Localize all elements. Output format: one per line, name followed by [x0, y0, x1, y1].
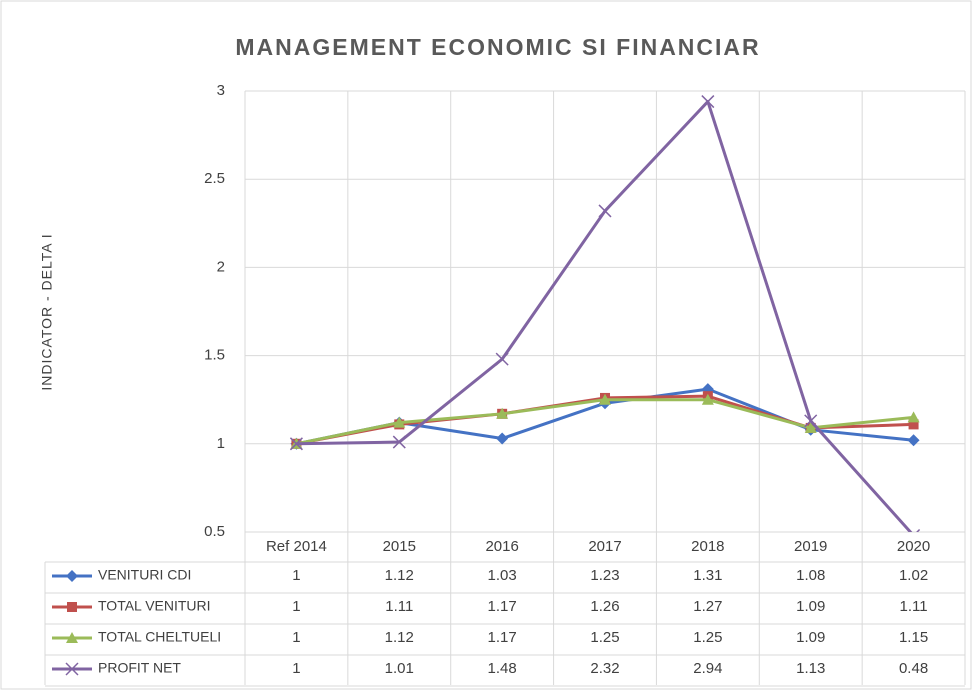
y-tick-label: 1	[217, 435, 225, 452]
table-value: 1.12	[385, 567, 414, 584]
marker	[392, 435, 406, 449]
x-tick-label: 2020	[897, 538, 930, 555]
table-value: 1	[292, 660, 300, 677]
x-tick-label: 2015	[383, 538, 416, 555]
table-value: 1.25	[693, 629, 722, 646]
table-value: 0.48	[899, 660, 928, 677]
table-value: 1.11	[900, 598, 928, 615]
x-tick-label: 2019	[794, 538, 827, 555]
table-value: 1.17	[488, 629, 517, 646]
chart-title: MANAGEMENT ECONOMIC SI FINANCIAR	[235, 34, 760, 60]
marker	[289, 437, 303, 451]
table-value: 1.08	[796, 567, 825, 584]
marker	[496, 432, 509, 445]
legend-label: TOTAL VENITURI	[98, 598, 211, 614]
marker	[495, 352, 509, 366]
y-tick-label: 3	[217, 82, 225, 99]
table-value: 1	[292, 629, 300, 646]
table-value: 1.03	[488, 567, 517, 584]
marker	[66, 632, 78, 643]
table-value: 1	[292, 598, 300, 615]
table-value: 1.27	[693, 598, 722, 615]
marker	[599, 393, 611, 405]
table-value: 1	[292, 567, 300, 584]
x-tick-label: 2017	[588, 538, 621, 555]
marker	[496, 407, 509, 419]
y-tick-label: 1.5	[204, 347, 225, 364]
marker	[908, 419, 919, 430]
legend-label: VENITURI CDI	[98, 567, 191, 583]
table-value: 2.32	[590, 660, 619, 677]
table-value: 1.31	[693, 567, 722, 584]
table-value: 1.48	[488, 660, 517, 677]
table-value: 1.09	[796, 629, 825, 646]
x-tick-label: Ref 2014	[266, 538, 327, 555]
table-value: 1.09	[796, 598, 825, 615]
table-value: 1.26	[590, 598, 619, 615]
table-value: 2.94	[693, 660, 722, 677]
marker	[907, 411, 920, 423]
table-value: 1.25	[590, 629, 619, 646]
table-value: 1.01	[385, 660, 414, 677]
series-group	[289, 95, 921, 532]
marker	[701, 393, 714, 405]
table-value: 1.11	[385, 598, 413, 615]
y-tick-label: 0.5	[204, 523, 225, 540]
marker	[598, 204, 612, 218]
table-value: 1.17	[488, 598, 517, 615]
marker	[701, 95, 715, 109]
legend-label: TOTAL CHELTUELI	[98, 629, 221, 645]
table-value: 1.15	[899, 629, 928, 646]
marker	[393, 416, 406, 428]
x-tick-label: 2018	[691, 538, 724, 555]
legend-label: PROFIT NET	[98, 660, 181, 676]
marker	[907, 434, 920, 447]
table-value: 1.13	[796, 660, 825, 677]
table-value: 1.02	[899, 567, 928, 584]
marker	[65, 662, 79, 676]
marker	[804, 414, 818, 428]
y-tick-label: 2	[217, 258, 225, 275]
table-value: 1.23	[590, 567, 619, 584]
y-axis-label: INDICATOR - DELTA I	[39, 233, 55, 390]
marker	[67, 602, 77, 612]
table-value: 1.12	[385, 629, 414, 646]
marker	[66, 570, 78, 582]
x-tick-label: 2016	[485, 538, 518, 555]
marker	[804, 421, 817, 433]
marker	[907, 528, 921, 532]
y-tick-label: 2.5	[204, 170, 225, 187]
